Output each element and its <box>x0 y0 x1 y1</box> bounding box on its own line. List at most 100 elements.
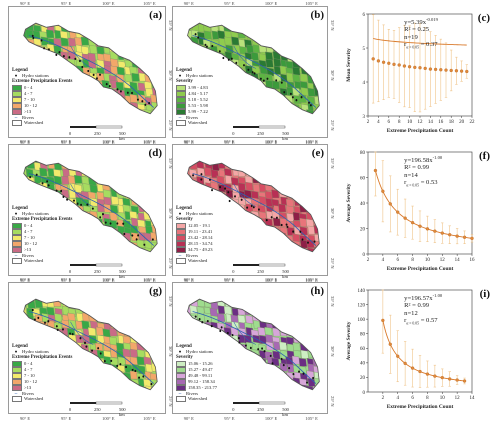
scale-bar-graphic <box>70 263 123 267</box>
legend-rivers-label: Rivers <box>22 114 34 120</box>
fit-equation: y=196.58x-1.00 R² = 0.99 n=14 rα = 0.05 = 0… <box>404 154 442 189</box>
y-tick-label: 80 <box>360 151 366 156</box>
legend-class-label: 10 - 12 <box>24 240 38 246</box>
lat-label: 30° N <box>330 346 335 357</box>
legend-class-label: 4 - 7 <box>24 90 33 96</box>
equation-exponent: -0.019 <box>426 17 438 22</box>
x-tick-label: 10 <box>425 258 431 263</box>
scale-bar-labels: 0 250 500 km <box>69 407 129 417</box>
y-tick-label: 0 <box>363 253 366 258</box>
legend-class-row: 99.12 - 158.34 <box>176 378 217 385</box>
scale-label: 0 <box>232 131 235 136</box>
data-point <box>410 366 415 370</box>
fit-curve <box>373 38 467 46</box>
legend-class-label: 15.27 - 49.47 <box>188 366 213 372</box>
lon-label-bottom: 105° E <box>143 278 156 283</box>
y-tick-label: 4 <box>363 81 366 86</box>
legend-swatch <box>12 360 22 367</box>
y-tick-label: 20 <box>360 376 366 381</box>
lon-label-bottom: 105° E <box>305 278 318 283</box>
legend-swatch <box>12 108 22 115</box>
legend-hydro-label: Hydro stations <box>186 73 213 79</box>
x-tick-label: 20 <box>459 120 465 125</box>
data-point <box>448 377 452 381</box>
lat-label: 25° N <box>330 258 335 269</box>
basin-map <box>23 298 158 391</box>
lon-label-bottom: 90° E <box>183 140 194 145</box>
legend-hydro-row: ● Hydro stations <box>176 73 213 79</box>
data-point <box>387 61 391 65</box>
legend-hydro-label: Hydro stations <box>22 349 49 355</box>
scale-bar: 0 250 500 km <box>69 263 129 279</box>
river-line-icon: ∼ <box>14 114 18 120</box>
scale-label: 0 <box>69 407 72 412</box>
legend-rivers-row: ∼ Rivers <box>176 391 217 397</box>
legend-class-row: 5.53 - 5.98 <box>176 102 213 109</box>
data-point <box>423 66 427 71</box>
legend-watershed-row: Watershed <box>176 258 213 265</box>
lon-label-bottom: 95° E <box>224 140 235 145</box>
legend-subtitle: Severity <box>176 78 193 84</box>
severity-plot: 2 4 6 8 10 12 14 16 18 20 22 3 4 5 6 Extreme Precipitat… <box>346 13 475 134</box>
lon-label-top: 90° E <box>19 139 31 144</box>
legend-class-label: 15.06 - 15.26 <box>188 360 213 366</box>
lon-label-top: 90° E <box>183 277 194 282</box>
data-point <box>440 231 444 235</box>
scale-bar-labels: 0 250 500 km <box>232 407 292 417</box>
lon-label-bottom: 90° E <box>183 278 194 283</box>
data-point <box>418 66 422 70</box>
scale-bar-graphic <box>233 263 286 267</box>
legend-hydro-label: Hydro stations <box>186 211 213 217</box>
data-point <box>381 60 386 64</box>
legend-hydro-row: ● Hydro stations <box>12 349 72 355</box>
data-point <box>371 57 375 61</box>
legend-swatch <box>176 222 186 229</box>
correlation-line: rα = 0.05 = 0.37 <box>404 41 438 52</box>
scale-bar-graphic <box>233 401 286 405</box>
lat-label: 25° N <box>168 120 173 131</box>
legend-swatch <box>176 360 186 367</box>
basin-map <box>187 22 320 115</box>
lon-label-top: 105° E <box>305 277 318 282</box>
legend-swatch <box>12 228 22 235</box>
legend-class-label: 158.35 - 213.77 <box>188 384 218 390</box>
lat-label: 35° N <box>330 19 335 31</box>
y-tick-label: 60 <box>360 347 366 352</box>
x-tick-label: 16 <box>470 258 476 263</box>
x-tick-label: 4 <box>396 396 399 401</box>
legend-class-label: 99.12 - 158.34 <box>188 378 215 384</box>
correlation-value: = 0.57 <box>419 316 438 324</box>
data-point <box>444 68 448 72</box>
sample-size: n=14 <box>404 171 418 179</box>
y-tick-label: 40 <box>360 362 366 367</box>
lon-label-bottom: 100° E <box>102 278 115 283</box>
legend-class-label: 0 - 4 <box>24 222 33 228</box>
correlation-symbol: r <box>404 178 407 186</box>
legend-swatch <box>12 372 22 379</box>
correlation-line: rα = 0.05 = 0.53 <box>404 179 442 190</box>
scale-bar-graphic <box>70 125 123 129</box>
scale-bar: 0 250 500 km <box>69 401 129 417</box>
legend-subtitle: Extreme Precipitation Events <box>12 216 73 222</box>
x-tick-label: 4 <box>382 258 385 263</box>
legend-swatch <box>12 366 22 373</box>
legend-class-label: 5.18 - 5.52 <box>188 96 208 102</box>
scale-label: 0 <box>232 407 235 412</box>
x-tick-label: 10 <box>440 396 446 401</box>
legend-hydro-label: Hydro stations <box>22 211 49 217</box>
map-legend: Legend ● Hydro stations Severity 12.05 - 19.… <box>176 206 213 265</box>
data-point <box>397 63 401 67</box>
y-tick-label: 80 <box>360 333 366 338</box>
legend-class-row: >13 <box>12 108 72 115</box>
legend-class-row: 3.99 - 4.83 <box>176 84 213 91</box>
legend-class-label: 5.99 - 7.22 <box>188 108 208 114</box>
legend-class-row: 49.48 - 99.11 <box>176 372 217 379</box>
correlation-subscript: α = 0.05 <box>406 183 420 188</box>
river-line-icon: ∼ <box>14 390 18 396</box>
legend-class-row: 15.06 - 15.26 <box>176 360 217 367</box>
correlation-subscript: α = 0.05 <box>406 321 420 326</box>
panel-label: (e) <box>311 147 324 159</box>
legend-subtitle: Extreme Precipitation Events <box>12 78 73 84</box>
legend-swatch <box>176 366 186 373</box>
